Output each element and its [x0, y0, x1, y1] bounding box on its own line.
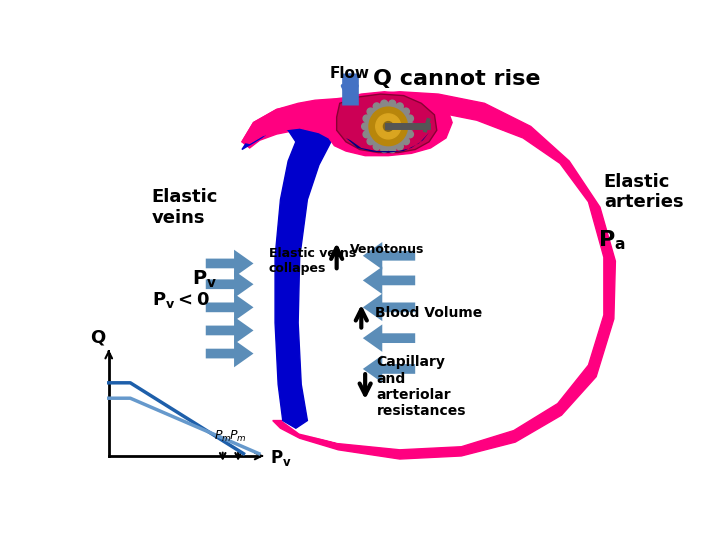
Text: Elastic veins
collapes: Elastic veins collapes [269, 247, 356, 275]
Polygon shape [242, 92, 616, 459]
Circle shape [373, 103, 380, 110]
Text: Q: Q [89, 329, 105, 347]
Text: Venotonus: Venotonus [350, 243, 424, 256]
Polygon shape [242, 92, 452, 156]
Circle shape [389, 100, 396, 107]
Text: Blood Volume: Blood Volume [375, 306, 482, 320]
Polygon shape [344, 103, 427, 151]
Text: $\mathbf{P_v}$: $\mathbf{P_v}$ [270, 448, 292, 468]
Text: Flow: Flow [330, 66, 370, 82]
Circle shape [396, 143, 403, 150]
Circle shape [407, 115, 413, 122]
Circle shape [361, 123, 369, 130]
Circle shape [367, 108, 374, 115]
Circle shape [408, 123, 415, 130]
Circle shape [381, 100, 387, 107]
Text: $P_m$: $P_m$ [230, 429, 247, 444]
Text: $\mathbf{P_v}$: $\mathbf{P_v}$ [192, 268, 217, 289]
Circle shape [389, 146, 396, 153]
Polygon shape [337, 94, 437, 153]
Polygon shape [346, 132, 429, 153]
Circle shape [384, 122, 393, 131]
Circle shape [373, 143, 380, 150]
Polygon shape [242, 112, 338, 428]
Text: $\mathbf{P_v<0}$: $\mathbf{P_v<0}$ [152, 289, 210, 309]
Circle shape [363, 115, 370, 122]
Text: Capillary
and
arteriolar
resistances: Capillary and arteriolar resistances [377, 355, 467, 418]
Circle shape [402, 108, 410, 115]
Circle shape [381, 146, 387, 153]
Text: $P_m$: $P_m$ [214, 429, 231, 444]
Circle shape [407, 131, 413, 138]
Circle shape [369, 107, 408, 146]
Circle shape [402, 138, 410, 145]
Circle shape [396, 103, 403, 110]
Circle shape [363, 131, 370, 138]
Text: Elastic
arteries: Elastic arteries [604, 173, 683, 211]
Text: Elastic
veins: Elastic veins [152, 188, 218, 227]
Polygon shape [283, 117, 598, 445]
Circle shape [365, 103, 411, 150]
Text: $\mathbf{P_a}$: $\mathbf{P_a}$ [598, 228, 626, 252]
Circle shape [376, 114, 401, 139]
Circle shape [367, 138, 374, 145]
Text: Q cannot rise: Q cannot rise [373, 69, 540, 89]
